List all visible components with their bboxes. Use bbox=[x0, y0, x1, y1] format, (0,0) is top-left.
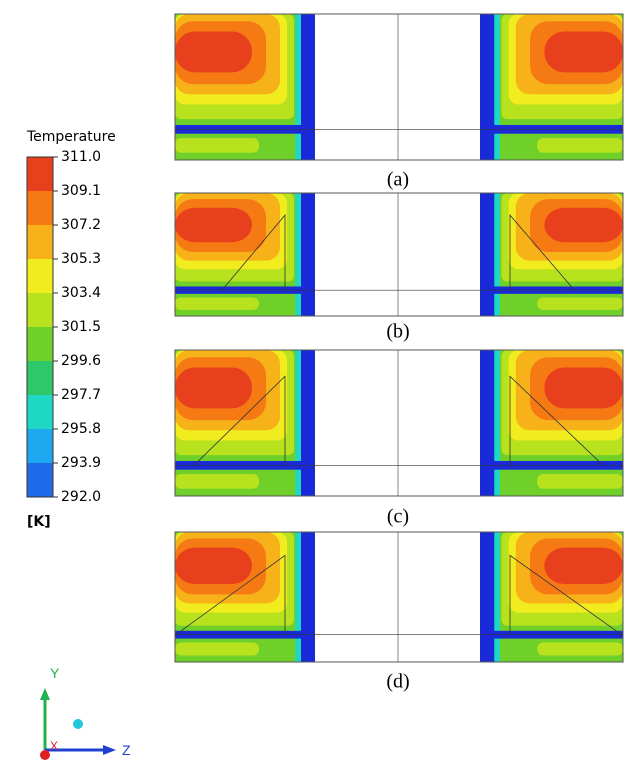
contour-panel bbox=[174, 531, 624, 663]
panel-label: (b) bbox=[386, 321, 409, 343]
contour bbox=[491, 532, 501, 662]
contour bbox=[544, 547, 623, 584]
panel-frame bbox=[174, 192, 624, 317]
contour bbox=[537, 297, 623, 310]
contour-panel bbox=[174, 192, 624, 317]
axis-x-label: X bbox=[50, 739, 58, 753]
legend-band bbox=[27, 395, 53, 429]
axis-triad: Y Z X bbox=[40, 665, 131, 760]
contour bbox=[544, 31, 623, 73]
fin-outline bbox=[221, 214, 286, 291]
fin-outline bbox=[193, 375, 286, 466]
contour bbox=[480, 14, 495, 160]
contour bbox=[295, 532, 304, 662]
legend-tick-label: 307.2 bbox=[61, 217, 101, 233]
panel-label: (a) bbox=[387, 169, 409, 191]
legend-tick-label: 297.7 bbox=[61, 387, 101, 403]
contour-panel bbox=[174, 13, 624, 161]
legend-unit: [K] bbox=[27, 514, 51, 530]
legend-tick-label: 292.0 bbox=[61, 489, 101, 505]
legend-band bbox=[27, 361, 53, 395]
contour bbox=[175, 297, 259, 310]
contour bbox=[301, 532, 315, 662]
legend-band bbox=[27, 293, 53, 327]
contour bbox=[544, 207, 623, 243]
legend-tick-label: 305.3 bbox=[61, 251, 101, 267]
axis-z-label: Z bbox=[122, 742, 131, 758]
legend-tick-label: 309.1 bbox=[61, 183, 101, 199]
contour bbox=[175, 367, 252, 409]
contour bbox=[480, 532, 495, 662]
contour bbox=[491, 350, 501, 496]
contour bbox=[491, 193, 501, 316]
contour bbox=[491, 14, 501, 160]
contour bbox=[175, 642, 259, 656]
legend-band bbox=[27, 225, 53, 259]
panel-label: (c) bbox=[387, 506, 409, 528]
axis-y-label: Y bbox=[50, 665, 60, 681]
contour-panel bbox=[174, 349, 624, 497]
legend-tick-label: 299.6 bbox=[61, 353, 101, 369]
legend-title: Temperature bbox=[26, 129, 116, 145]
fin-outline bbox=[509, 375, 604, 466]
contour bbox=[301, 350, 315, 496]
legend-band bbox=[27, 463, 53, 497]
legend-tick-label: 293.9 bbox=[61, 455, 101, 471]
panel-label: (d) bbox=[386, 671, 409, 693]
legend-tick-label: 295.8 bbox=[61, 421, 101, 437]
contour bbox=[175, 207, 252, 243]
legend-band bbox=[27, 259, 53, 293]
contour bbox=[480, 193, 495, 316]
contour bbox=[301, 193, 315, 316]
panel-frame bbox=[174, 13, 624, 161]
fin-outline bbox=[509, 554, 622, 636]
contour bbox=[295, 14, 304, 160]
contour bbox=[537, 642, 623, 656]
fin-outline bbox=[175, 554, 286, 636]
contour bbox=[537, 138, 623, 153]
legend-tick-label: 303.4 bbox=[61, 285, 101, 301]
contour bbox=[295, 193, 304, 316]
contour bbox=[175, 547, 252, 584]
legend-band bbox=[27, 327, 53, 361]
contour bbox=[175, 138, 259, 153]
legend-band bbox=[27, 157, 53, 191]
contour bbox=[175, 474, 259, 489]
contour bbox=[537, 474, 623, 489]
contour bbox=[544, 367, 623, 409]
panel-frame bbox=[174, 531, 624, 663]
fin-outline bbox=[509, 214, 575, 291]
contour bbox=[295, 350, 304, 496]
legend-tick-label: 301.5 bbox=[61, 319, 101, 335]
contour bbox=[175, 31, 252, 73]
contour bbox=[301, 14, 315, 160]
legend-band bbox=[27, 429, 53, 463]
legend-band bbox=[27, 191, 53, 225]
contour bbox=[480, 350, 495, 496]
legend-tick-label: 311.0 bbox=[61, 149, 101, 165]
panel-frame bbox=[174, 349, 624, 497]
